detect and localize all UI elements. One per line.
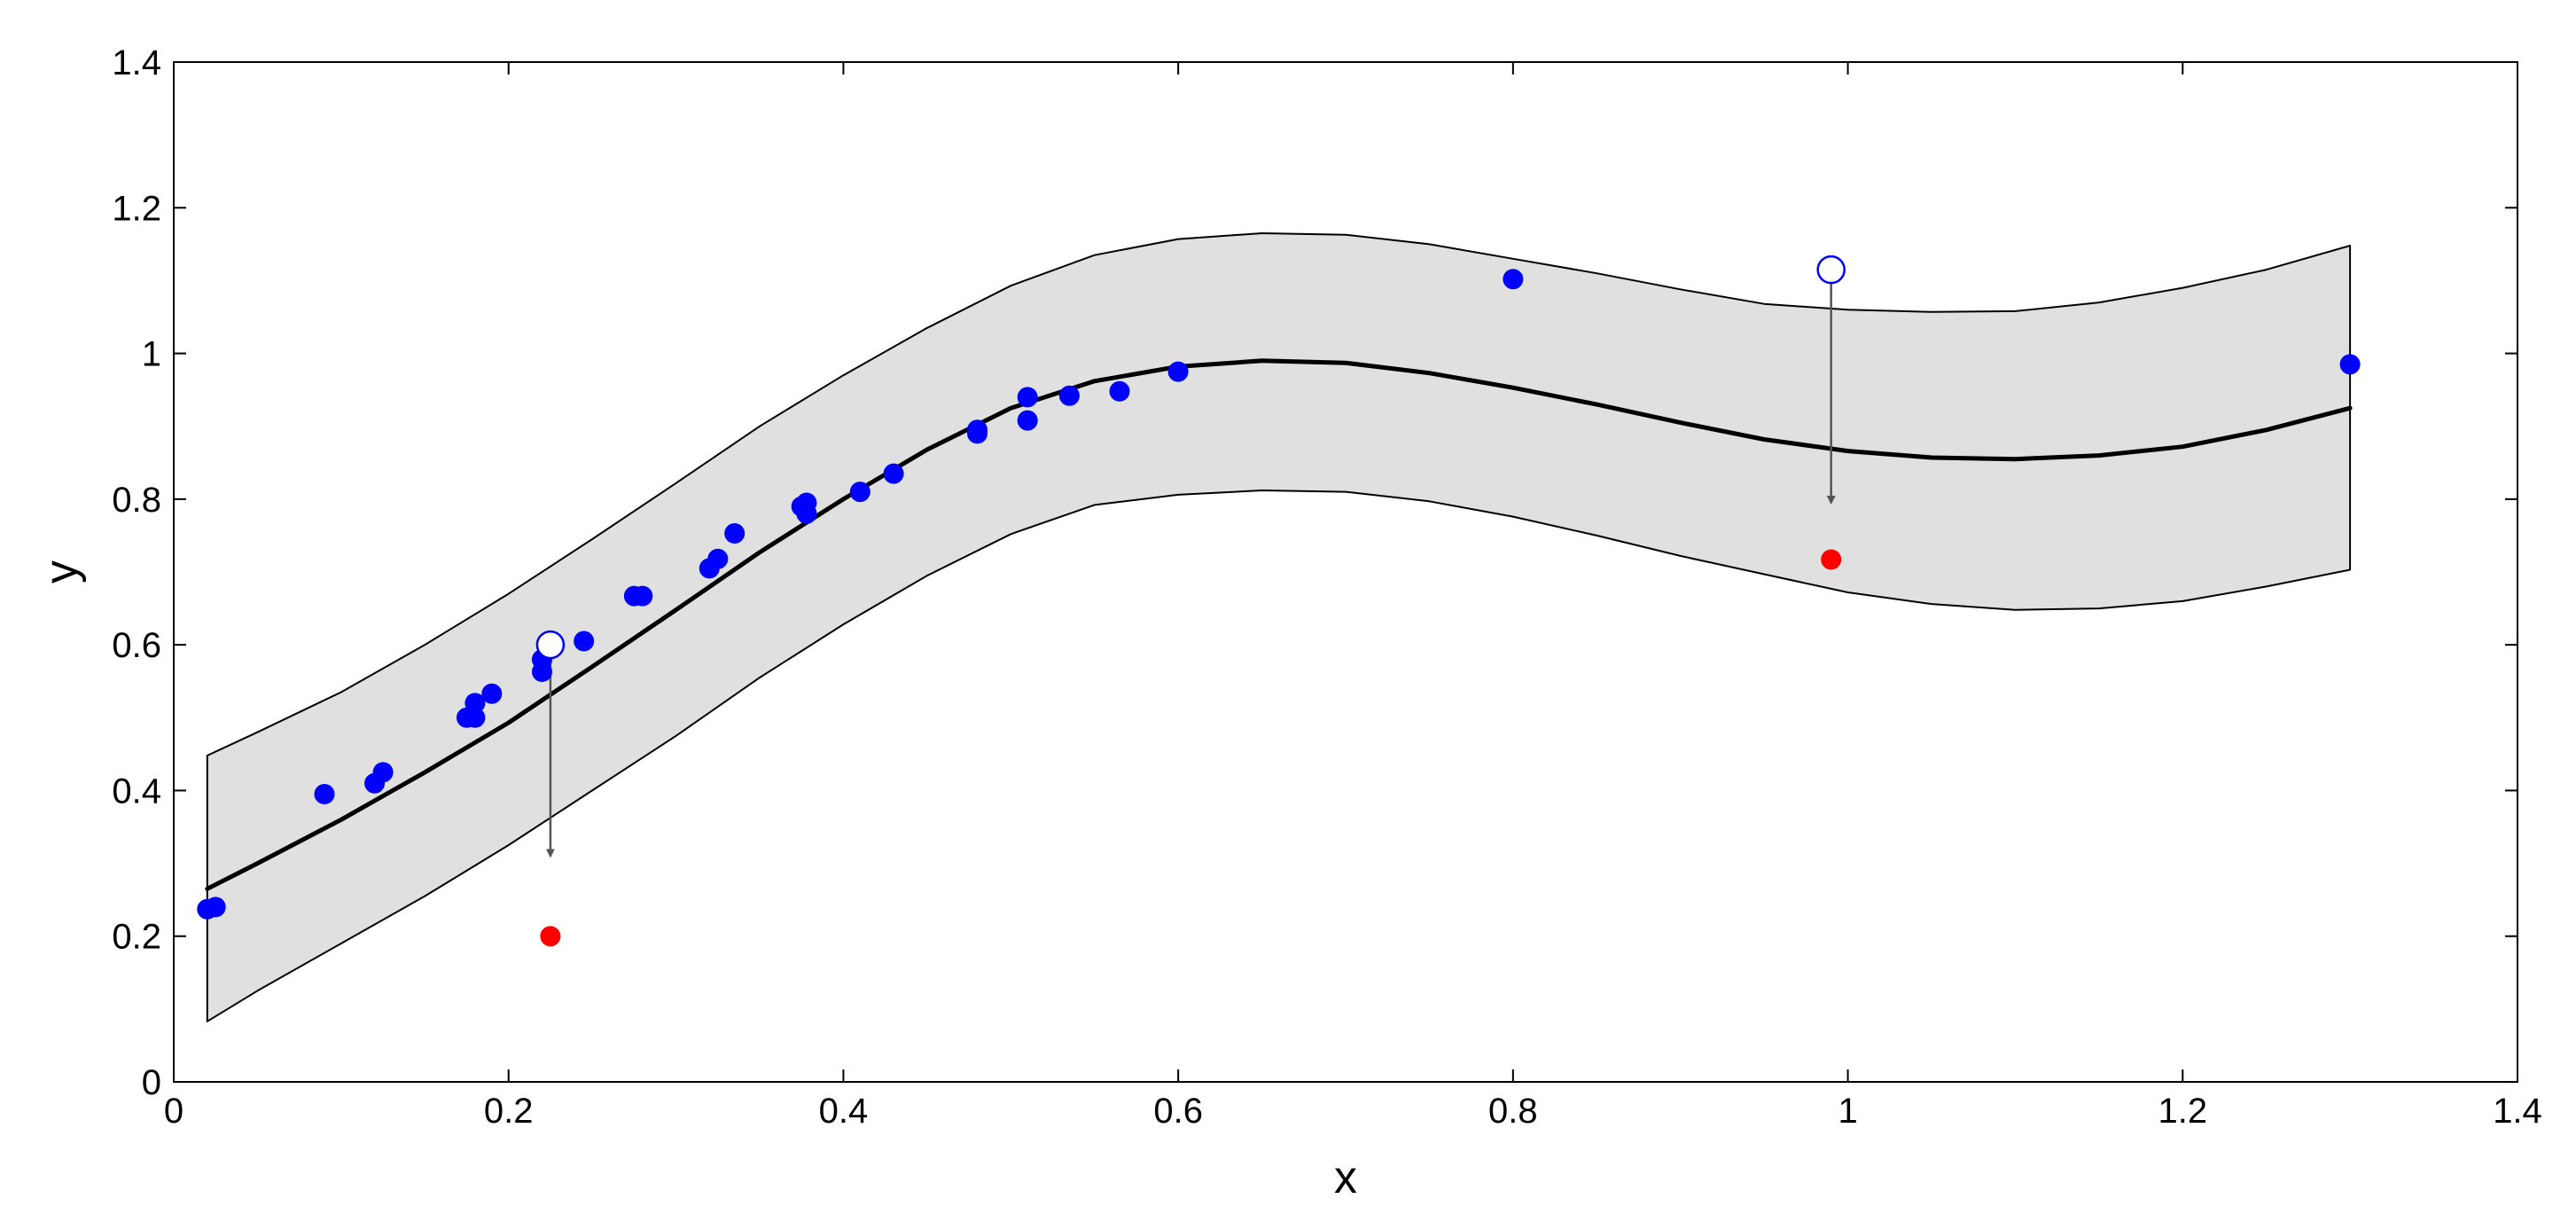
data-point [205, 897, 226, 918]
confidence-band [206, 232, 2352, 1022]
y-tick-label: 0 [142, 1063, 161, 1102]
data-point [464, 707, 486, 728]
data-point [1503, 269, 1524, 290]
data-point [481, 683, 503, 704]
data-point [1017, 410, 1038, 431]
data-point [1167, 361, 1189, 382]
y-tick-label: 1 [142, 335, 161, 374]
y-tick-label: 1.2 [112, 189, 161, 228]
y-tick-label: 1.4 [112, 43, 161, 82]
x-tick-label: 0 [164, 1092, 183, 1131]
data-point [2339, 354, 2361, 375]
original-point-open [1816, 255, 1846, 285]
x-tick-label: 0.2 [484, 1092, 534, 1131]
y-axis-label: y [35, 560, 87, 584]
data-point [1058, 385, 1080, 406]
data-point [707, 548, 729, 569]
x-tick-label: 1.2 [2158, 1092, 2207, 1131]
plot-frame [173, 61, 2518, 1083]
y-tick-label: 0.8 [112, 481, 161, 520]
x-tick-label: 0.4 [819, 1092, 869, 1131]
moved-point [1821, 549, 1842, 570]
data-point [967, 423, 987, 444]
original-point-open [535, 630, 566, 660]
data-point [1109, 380, 1130, 402]
x-tick-label: 1.4 [2493, 1092, 2542, 1131]
data-point [372, 762, 394, 783]
fit-curve-layer [205, 358, 2353, 891]
data-point [574, 631, 595, 652]
axes-layer: 0 0.2 0.4 0.6 0.8 1 1.2 1.4 0 0.2 0.4 0.6 0.8 1 1.2 1.4 [112, 43, 2541, 1131]
x-tick-label: 0.8 [1488, 1092, 1538, 1131]
data-point [883, 463, 904, 484]
data-point [849, 482, 870, 503]
data-point [532, 662, 552, 682]
data-point [632, 585, 653, 607]
y-tick-label: 0.4 [112, 772, 161, 811]
y-tick-label: 0.6 [112, 626, 161, 665]
y-tick-label: 0.2 [112, 918, 161, 957]
arrow-layer [545, 280, 1836, 858]
x-tick-label: 0.6 [1153, 1092, 1203, 1131]
x-axis-label: x [1334, 1152, 1357, 1203]
moved-point [540, 926, 561, 947]
data-point [796, 503, 817, 524]
x-tick-label: 1 [1838, 1092, 1857, 1131]
data-point [724, 523, 745, 544]
fit-curve-line [205, 358, 2353, 891]
data-points-layer [197, 255, 2361, 947]
data-point [314, 784, 335, 804]
confidence-band-layer [206, 232, 2352, 1022]
data-point [1017, 387, 1038, 408]
